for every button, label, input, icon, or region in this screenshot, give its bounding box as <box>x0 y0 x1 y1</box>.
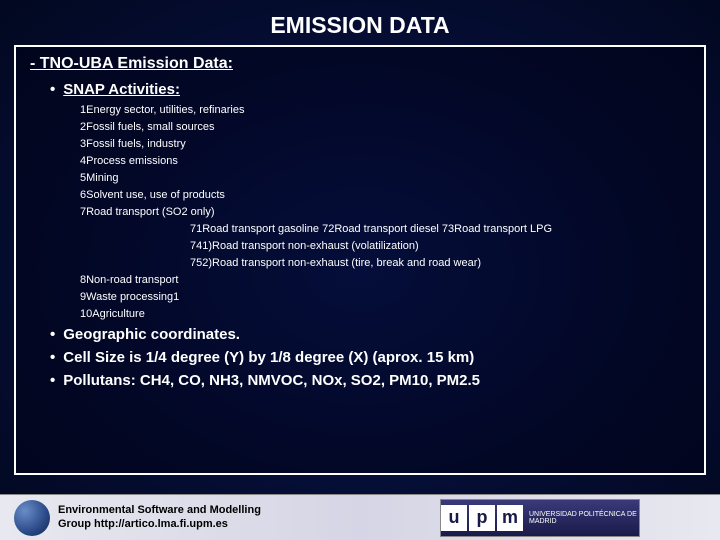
snap-bullet: • SNAP Activities: <box>50 81 690 98</box>
cell-text: Cell Size is 1/4 degree (Y) by 1/8 degre… <box>63 349 474 366</box>
cell-bullet: • Cell Size is 1/4 degree (Y) by 1/8 deg… <box>50 349 690 366</box>
list-item: 1Energy sector, utilities, refinaries <box>80 104 690 116</box>
section-heading: - TNO-UBA Emission Data: <box>30 55 690 73</box>
footer-text: Environmental Software and Modelling Gro… <box>58 504 338 530</box>
globe-icon <box>14 500 50 536</box>
geo-bullet: • Geographic coordinates. <box>50 326 690 343</box>
upm-logo: u p m UNIVERSIDAD POLITÉCNICA DE MADRID <box>440 499 640 537</box>
logo-subtitle: UNIVERSIDAD POLITÉCNICA DE MADRID <box>529 511 639 525</box>
sub-list-item: 752)Road transport non-exhaust (tire, br… <box>190 257 690 269</box>
list-item: 3Fossil fuels, industry <box>80 138 690 150</box>
sub-list-item: 71Road transport gasoline 72Road transpo… <box>190 223 690 235</box>
poll-text: Pollutans: CH4, CO, NH3, NMVOC, NOx, SO2… <box>63 372 480 389</box>
poll-bullet: • Pollutans: CH4, CO, NH3, NMVOC, NOx, S… <box>50 372 690 389</box>
footer-line1: Environmental Software and Modelling <box>58 504 338 517</box>
list-item: 6Solvent use, use of products <box>80 189 690 201</box>
content-box: - TNO-UBA Emission Data: • SNAP Activiti… <box>14 45 706 475</box>
list-item: 5Mining <box>80 172 690 184</box>
list-item: 10Agriculture <box>80 308 690 320</box>
geo-text: Geographic coordinates. <box>63 326 240 343</box>
slide-title: EMISSION DATA <box>0 0 720 45</box>
logo-m: m <box>497 505 523 531</box>
logo-p: p <box>469 505 495 531</box>
sub-list-item: 741)Road transport non-exhaust (volatili… <box>190 240 690 252</box>
bullet-dot-icon: • <box>50 81 55 98</box>
bullet-dot-icon: • <box>50 349 55 366</box>
list-item: 9Waste processing1 <box>80 291 690 303</box>
footer: Environmental Software and Modelling Gro… <box>0 494 720 540</box>
bullet-dot-icon: • <box>50 372 55 389</box>
list-item: 4Process emissions <box>80 155 690 167</box>
footer-line2: Group http://artico.lma.fi.upm.es <box>58 518 338 531</box>
list-item: 7Road transport (SO2 only) <box>80 206 690 218</box>
list-item: 8Non-road transport <box>80 274 690 286</box>
snap-label: SNAP Activities: <box>63 81 180 98</box>
logo-letters: u p m <box>441 505 523 531</box>
logo-u: u <box>441 505 467 531</box>
list-item: 2Fossil fuels, small sources <box>80 121 690 133</box>
bullet-dot-icon: • <box>50 326 55 343</box>
